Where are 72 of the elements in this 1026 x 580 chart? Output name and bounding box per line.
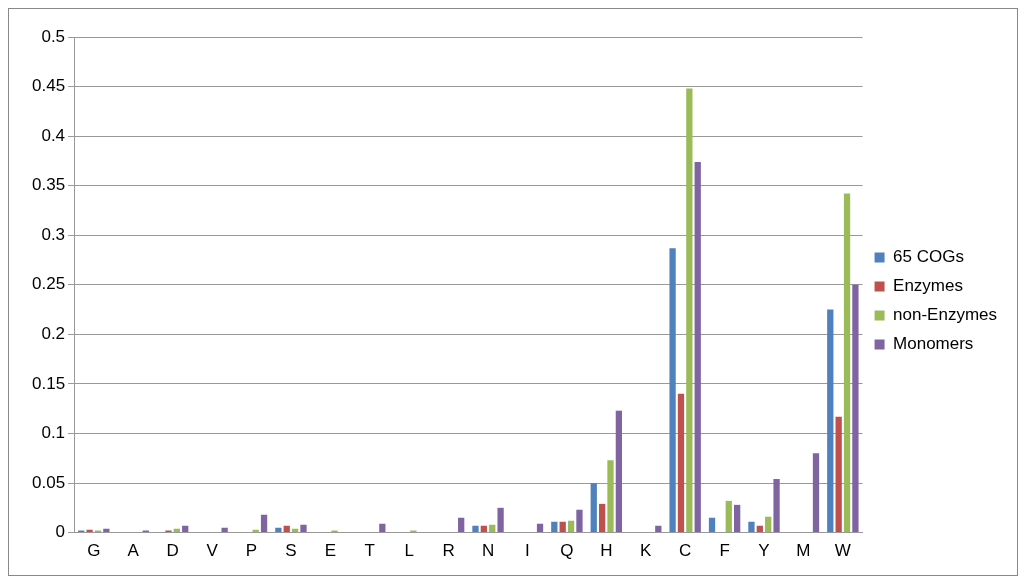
y-tick-label: 0.25 [31,274,66,294]
x-tick-label: I [525,541,530,561]
x-tick-label: P [245,541,258,561]
y-tick-label: 0.5 [41,26,66,46]
legend-label: Enzymes [893,276,963,296]
y-tick-label: 0.45 [31,76,66,96]
bar [686,88,693,533]
bar [655,525,662,533]
x-tick-label: H [600,541,613,561]
y-tick-label: 0.05 [31,472,66,492]
x-tick-label: R [442,541,455,561]
x-tick-label: C [679,541,692,561]
bar [221,527,228,533]
x-tick-label: F [719,541,730,561]
bar [852,284,859,533]
bar [590,483,597,533]
x-tick-label: W [834,541,851,561]
x-tick-label: L [404,541,414,561]
bar [765,516,772,533]
y-tick-label: 0.3 [41,224,66,244]
bar [300,524,307,533]
bar [756,525,763,533]
x-tick-label: V [206,541,219,561]
x-tick-label: Y [758,541,770,561]
bar [559,521,566,533]
x-tick-label: T [364,541,375,561]
y-tick-label: 0.35 [31,175,66,195]
y-tick-label: 0.15 [31,373,66,393]
y-tick-label: 0 [55,522,66,542]
x-tick-label: S [285,541,297,561]
bar [182,525,189,533]
y-tick-label: 0.4 [41,125,66,145]
bar [480,525,487,533]
bar [536,523,544,533]
x-tick-label: A [127,541,140,561]
bar [669,248,676,533]
bar [379,523,386,533]
bar [748,521,755,533]
bar [260,514,268,533]
bar [576,509,583,533]
x-tick-label: D [166,541,179,561]
legend-label: non-Enzymes [893,305,997,325]
x-tick-label: E [324,541,337,561]
bar [677,393,685,533]
bar [843,193,851,533]
bar [725,500,732,533]
bar [103,528,110,533]
bar [708,517,716,533]
bar [835,416,842,533]
bar [497,507,504,533]
bar [615,410,623,533]
bar [472,525,479,533]
bar [567,520,575,533]
bar [773,479,780,533]
bar [283,525,290,533]
bar [734,504,741,533]
bar [694,161,701,533]
y-tick-label: 0.2 [41,324,66,344]
bar [551,521,558,533]
bar [607,460,614,533]
bar [827,309,834,533]
bar [812,453,820,533]
y-tick-label: 0.1 [41,423,66,443]
bar [458,517,465,533]
legend-label: 65 COGs [893,247,964,267]
x-tick-label: N [481,541,495,561]
bar [598,503,606,533]
x-tick-label: K [640,541,653,561]
legend-label: Monomers [893,334,974,354]
x-tick-label: M [796,541,811,561]
x-tick-label: G [87,541,101,561]
x-tick-label: Q [560,541,574,561]
